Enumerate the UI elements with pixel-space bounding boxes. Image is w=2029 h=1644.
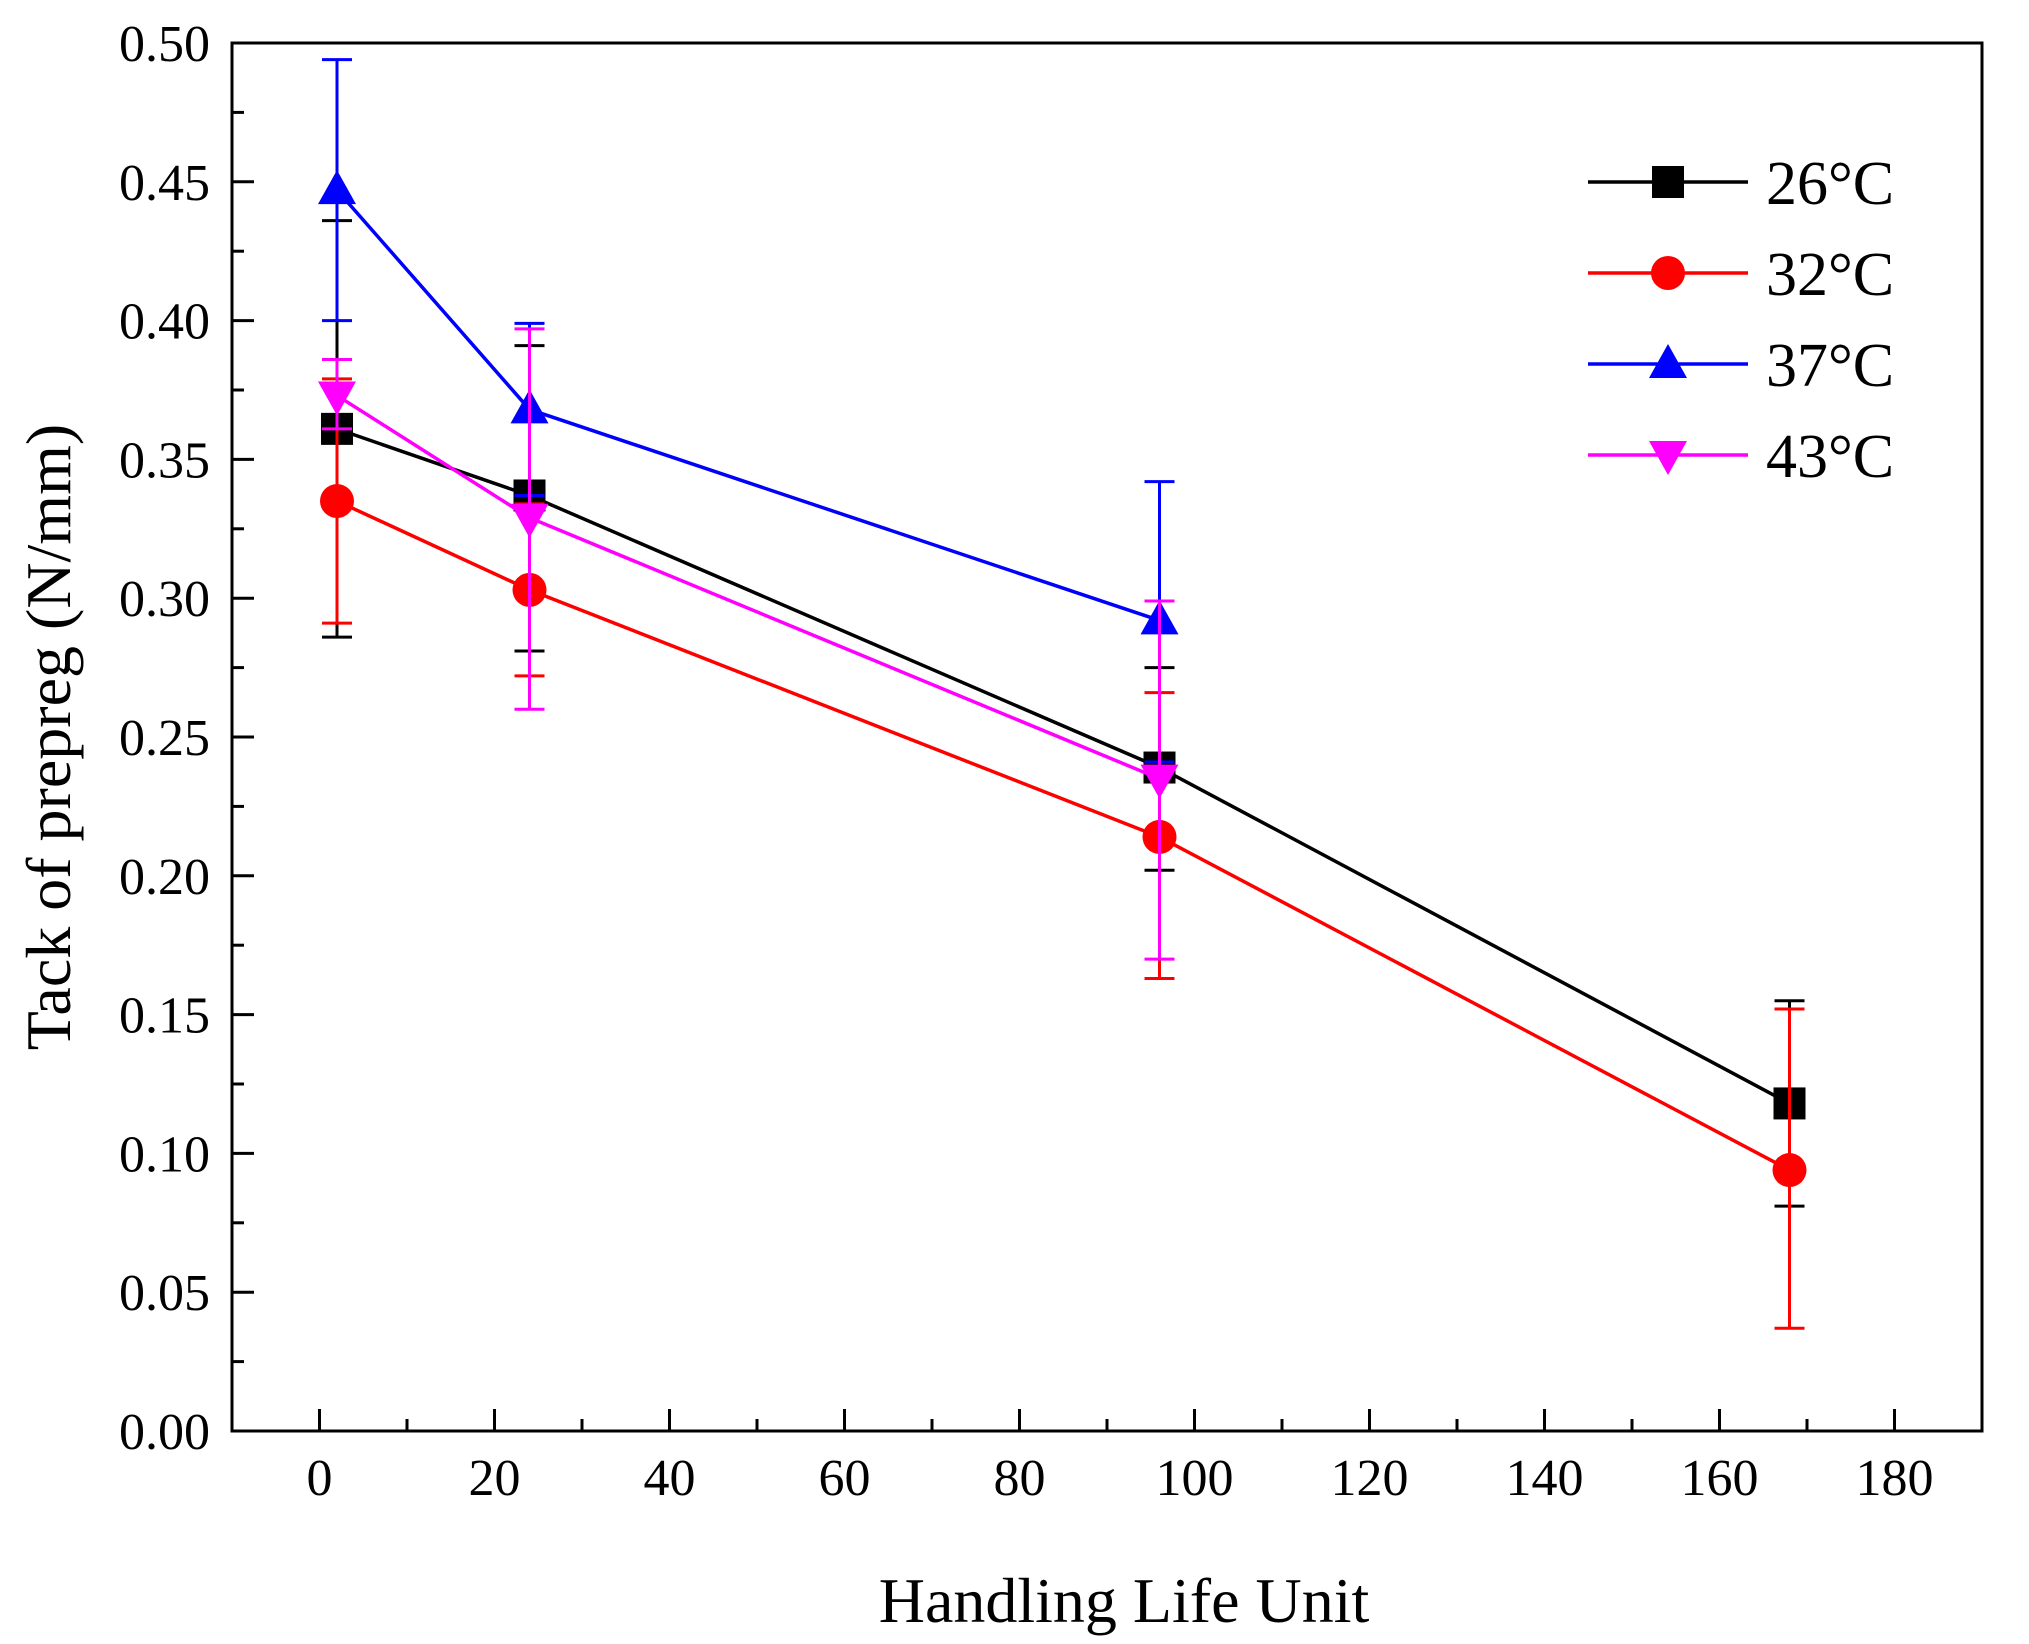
y-tick-label: 0.05 (119, 1265, 210, 1322)
x-tick-label: 140 (1506, 1450, 1584, 1507)
legend-item-0: 26°C (1588, 150, 1894, 218)
data-point (1772, 1153, 1807, 1188)
data-point (320, 484, 354, 519)
data-point (510, 503, 549, 538)
legend-item-3: 43°C (1588, 423, 1894, 491)
legend-marker (1652, 166, 1684, 198)
legend-label: 37°C (1766, 332, 1894, 400)
series-line (336, 427, 1791, 1105)
y-tick-label: 0.10 (119, 1126, 210, 1183)
data-point (318, 170, 356, 205)
y-tick-label: 0.00 (119, 1404, 210, 1461)
y-tick-label: 0.20 (119, 849, 210, 906)
series-1 (320, 377, 1807, 1330)
legend-label: 32°C (1766, 241, 1894, 309)
legend-label: 43°C (1766, 423, 1894, 491)
legend: 26°C 32°C 37°C 43°C (1588, 150, 1894, 491)
legend-item-1: 32°C (1588, 241, 1894, 309)
y-axis-title: Tack of prepreg (N/mm) (13, 424, 84, 1050)
y-tick-label: 0.35 (119, 432, 210, 489)
series-layer (318, 58, 1807, 1330)
data-point (318, 381, 356, 416)
series-0 (321, 219, 1806, 1208)
y-tick-label: 0.50 (119, 16, 210, 73)
series-2 (318, 58, 1179, 764)
series-line (336, 394, 1161, 781)
y-axis-ticks: 0.00 0.05 0.10 0.15 0.20 0.25 0.30 0.35 0.40 0.45… (119, 16, 254, 1461)
x-tick-label: 100 (1156, 1450, 1234, 1507)
y-tick-label: 0.45 (119, 155, 210, 212)
x-tick-label: 40 (644, 1450, 696, 1507)
plot-frame (230, 41, 1984, 1433)
y-tick-label: 0.40 (119, 294, 210, 351)
legend-item-2: 37°C (1588, 332, 1894, 400)
data-point (1140, 764, 1179, 799)
legend-marker (1649, 441, 1687, 475)
x-axis-title: Handling Life Unit (879, 1565, 1370, 1636)
series-line (335, 188, 1161, 623)
x-tick-label: 160 (1681, 1450, 1759, 1507)
y-tick-label: 0.15 (119, 988, 210, 1045)
x-tick-label: 60 (819, 1450, 871, 1507)
series-3 (318, 327, 1179, 961)
x-tick-label: 20 (469, 1450, 521, 1507)
legend-label: 26°C (1766, 150, 1894, 218)
y-tick-label: 0.25 (119, 710, 210, 767)
series-line (336, 499, 1791, 1172)
x-tick-label: 120 (1331, 1450, 1409, 1507)
x-tick-label: 80 (994, 1450, 1046, 1507)
legend-marker (1651, 256, 1685, 290)
x-tick-label: 180 (1856, 1450, 1934, 1507)
y-tick-label: 0.30 (119, 571, 210, 628)
x-axis-ticks: 0 20 40 60 80 100 120 140 160 180 (307, 1409, 1934, 1507)
legend-marker (1649, 344, 1687, 378)
x-tick-label: 0 (307, 1450, 333, 1507)
